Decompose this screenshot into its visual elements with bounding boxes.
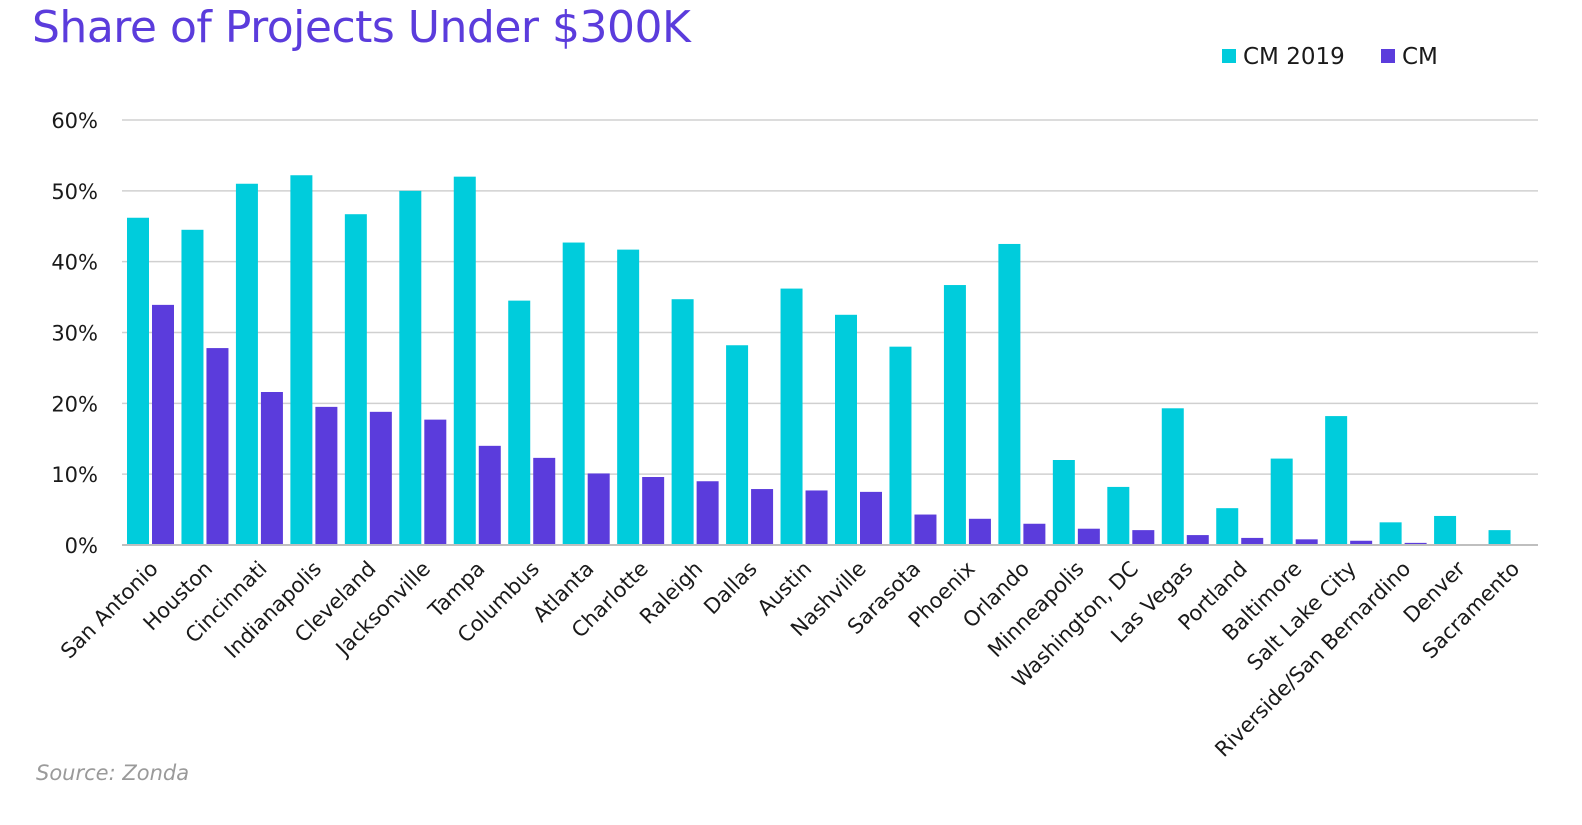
legend-swatch — [1222, 49, 1236, 63]
bar-cm-2019-13 — [835, 314, 857, 545]
bar-cm-3 — [315, 406, 338, 545]
bar-cm-2019-8 — [562, 242, 585, 545]
bar-cm-12 — [805, 490, 828, 545]
bar-cm-2 — [260, 392, 283, 545]
bar-cm-18 — [1132, 530, 1155, 545]
bar-cm-2019-10 — [671, 299, 694, 545]
bar-cm-2019-11 — [726, 345, 749, 545]
bar-cm-13 — [860, 491, 882, 545]
bar-cm-10 — [696, 481, 719, 545]
bar-cm-2019-18 — [1107, 486, 1130, 545]
bar-cm-2019-21 — [1270, 458, 1293, 545]
bar-cm-17 — [1077, 528, 1100, 545]
bar-cm-11 — [751, 489, 774, 545]
bar-cm-8 — [587, 473, 610, 545]
x-tick-label: Dallas — [699, 557, 762, 620]
y-tick-label: 40% — [51, 251, 98, 275]
y-tick-label: 20% — [51, 392, 98, 416]
bar-cm-2019-17 — [1052, 460, 1075, 545]
y-tick-label: 60% — [51, 109, 98, 133]
legend: CM 2019 CM — [1222, 44, 1438, 70]
x-tick-label: Jacksonville — [330, 557, 435, 662]
bar-cm-21 — [1295, 539, 1318, 545]
bar-cm-2019-23 — [1379, 522, 1402, 545]
bar-cm-19 — [1186, 535, 1209, 545]
bar-cm-4 — [369, 411, 392, 545]
bar-cm-2019-0 — [127, 217, 149, 545]
bar-cm-2019-4 — [344, 214, 367, 546]
bar-cm-5 — [424, 419, 447, 545]
bar-cm-6 — [478, 445, 501, 545]
bar-cm-22 — [1350, 540, 1373, 545]
bar-cm-2019-2 — [235, 183, 258, 545]
bar-cm-2019-6 — [453, 176, 476, 545]
bar-cm-14 — [914, 514, 937, 545]
y-tick-label: 50% — [51, 180, 98, 204]
bar-cm-23 — [1404, 542, 1427, 545]
bar-cm-2019-15 — [943, 285, 966, 545]
bar-cm-2019-25 — [1488, 530, 1511, 545]
bar-cm-2019-20 — [1216, 508, 1239, 545]
bar-cm-2019-5 — [399, 190, 422, 546]
bar-cm-15 — [968, 518, 991, 545]
bar-cm-2019-1 — [181, 229, 204, 545]
bar-cm-2019-7 — [508, 300, 531, 545]
x-axis-ticks: San AntonioHoustonCincinnatiIndianapolis… — [56, 556, 1524, 761]
bar-cm-2019-9 — [617, 249, 640, 545]
bar-cm-16 — [1023, 523, 1046, 545]
bar-cm-2019-24 — [1434, 515, 1457, 545]
bar-cm-9 — [642, 477, 665, 545]
bar-cm-2019-14 — [889, 346, 912, 545]
y-axis-ticks: 0% 10% 20% 30% 40% 50% 60% — [51, 109, 98, 558]
bar-cm-2019-22 — [1325, 416, 1348, 545]
source-note: Source: Zonda — [36, 761, 190, 785]
x-tick-label: Sacramento — [1418, 557, 1525, 664]
y-tick-label: 30% — [51, 322, 98, 346]
bar-cm-0 — [152, 304, 174, 545]
bar-cm-2019-12 — [780, 288, 803, 545]
bar-cm-20 — [1241, 537, 1264, 545]
y-tick-label: 10% — [51, 463, 98, 487]
legend-label: CM — [1402, 44, 1438, 70]
bar-cm-7 — [533, 457, 556, 545]
bar-cm-2019-19 — [1161, 408, 1184, 545]
y-tick-label: 0% — [65, 534, 98, 558]
bar-cm-2019-16 — [998, 243, 1021, 546]
bars — [127, 175, 1511, 546]
chart-title: Share of Projects Under $300K — [32, 2, 691, 53]
bar-cm-2019-3 — [290, 175, 313, 545]
legend-swatch — [1381, 49, 1395, 63]
legend-label: CM 2019 — [1243, 44, 1345, 70]
bar-cm-1 — [206, 348, 229, 545]
